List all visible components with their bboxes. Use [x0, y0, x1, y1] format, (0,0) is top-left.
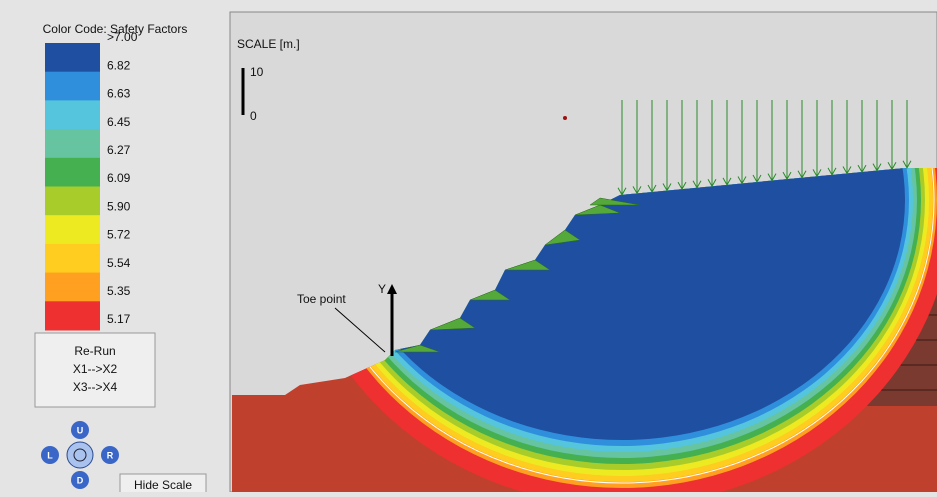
- button-text[interactable]: Hide Scale: [134, 478, 192, 492]
- legend-swatch: [45, 129, 100, 158]
- center-point: [563, 116, 567, 120]
- legend-label: 6.45: [107, 115, 131, 129]
- nav-label[interactable]: R: [107, 450, 114, 460]
- legend-swatch: [45, 301, 100, 330]
- nav-label[interactable]: U: [77, 425, 84, 435]
- button-text[interactable]: X1-->X2: [73, 362, 118, 376]
- legend-label: 5.90: [107, 199, 131, 213]
- legend-label: 6.27: [107, 143, 131, 157]
- scale-max: 10: [250, 65, 264, 79]
- app-window: Color Code: Safety Factors >7.006.826.63…: [0, 0, 937, 492]
- legend-swatch: [45, 43, 100, 72]
- button-text[interactable]: Re-Run: [74, 344, 115, 358]
- nav-center[interactable]: [67, 442, 93, 468]
- button-text[interactable]: X3-->X4: [73, 380, 118, 394]
- legend-label: 6.82: [107, 58, 131, 72]
- legend-swatch: [45, 158, 100, 187]
- toe-label: Toe point: [297, 292, 346, 306]
- legend-label: 5.54: [107, 256, 131, 270]
- legend-swatch: [45, 100, 100, 129]
- legend-label: 6.63: [107, 87, 131, 101]
- side-panel: [0, 0, 228, 492]
- legend-swatch: [45, 244, 100, 273]
- legend-label: 5.72: [107, 228, 131, 242]
- legend-swatch: [45, 187, 100, 216]
- rerun-button[interactable]: Re-Run X1-->X2 X3-->X4: [35, 333, 155, 407]
- nav-label[interactable]: L: [47, 450, 53, 460]
- hide-scale-button[interactable]: Hide Scale: [120, 474, 206, 492]
- legend-swatch: [45, 72, 100, 101]
- legend-swatch: [45, 273, 100, 302]
- legend-label: >7.00: [107, 30, 138, 44]
- nav-label[interactable]: D: [77, 475, 84, 485]
- legend-label: 5.35: [107, 284, 131, 298]
- legend-label: 5.17: [107, 312, 131, 326]
- y-axis-label: Y: [378, 282, 386, 296]
- legend-swatch: [45, 215, 100, 244]
- scale-min: 0: [250, 109, 257, 123]
- legend-label: 6.09: [107, 171, 131, 185]
- scale-title: SCALE [m.]: [237, 37, 300, 51]
